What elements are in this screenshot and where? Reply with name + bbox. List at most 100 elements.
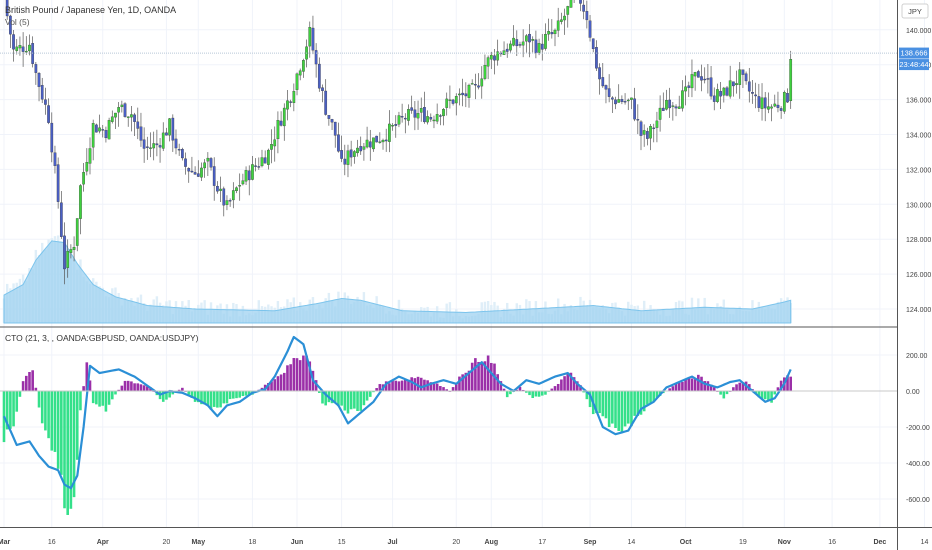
cto-histogram-bar [467,370,471,391]
candle-body [254,165,257,167]
candle-body [477,85,480,88]
cto-histogram-bar [98,391,101,407]
cto-histogram-bar [343,391,347,411]
cto-histogram-bar [652,391,656,402]
time-tick-label: 15 [338,539,346,546]
candle-body [244,170,248,182]
candle-body [442,109,445,117]
chart-title: British Pound / Japanese Yen, 1D, OANDA [5,5,176,15]
candle-body [114,112,117,118]
cto-histogram-bar [770,391,773,403]
cto-histogram-bar [601,391,605,417]
candle-body [317,63,321,89]
cto-histogram-bar [633,391,636,416]
candlesticks [5,0,793,285]
candle-body [445,98,449,108]
cto-histogram-bar [697,374,700,391]
candle-body [225,200,229,205]
candle-body [515,39,519,47]
candle-body [633,98,636,120]
cto-axis[interactable]: -600.00 -400.00 -200.00 0.00 200.00 [906,353,930,504]
cto-histogram-bar [203,391,206,405]
last-price-badge: 138.666 23:48:44 [899,47,929,71]
cto-histogram-bar [741,382,745,391]
time-tick-label: 14 [921,539,929,546]
main-pane[interactable] [0,0,897,326]
candle-body [260,157,264,167]
candle-body [767,106,770,110]
candle-body [177,148,181,151]
candle-body [120,104,124,108]
candle-body [200,167,203,178]
candle-body [28,44,31,52]
cto-histogram-bar [416,376,420,391]
candle-body [655,120,659,128]
cto-histogram-bar [365,391,369,401]
price-axis[interactable]: 124.000 126.000 128.000 130.000 132.000 134.0… [906,0,931,314]
cto-line [2,335,792,490]
time-axis[interactable]: Mar 16 Apr 20 May 18 Jun 15 Jul 20 Aug 17 Sep 14 Oct 19… [0,539,928,546]
cto-histogram-bar [684,379,687,391]
candle-body [228,200,232,202]
cto-histogram-bar [75,391,79,460]
candle-body [757,96,761,108]
candle-body [18,45,22,49]
candle-body [493,55,496,61]
candle-body [155,143,159,146]
cto-histogram-bar [200,391,203,405]
candle-body [540,43,544,50]
cto-histogram-bar [372,391,375,393]
candle-body [582,4,586,12]
candle-body [537,43,541,53]
candle-body [104,130,108,139]
currency-badge[interactable]: JPY [901,3,929,19]
cto-histogram-bar [267,382,270,391]
candle-body [378,141,382,143]
candle-body [623,101,627,103]
candle-body [467,84,471,98]
cto-histogram-bar [693,379,697,391]
cto-histogram-bar [349,391,353,410]
candle-body [270,144,273,150]
cto-histogram-bar [776,387,780,391]
candle-body [639,121,643,136]
cto-histogram-bar [563,376,566,391]
candle-body [165,132,168,136]
candle-body [352,151,356,157]
candle-body [133,114,136,122]
candle-body [687,85,691,88]
candle-body [668,99,672,109]
candle-body [174,138,178,149]
candle-body [598,67,601,80]
candle-body [620,99,624,102]
cto-histogram-bar [566,373,570,391]
cto-histogram-bar [63,391,66,509]
candle-body [518,44,522,46]
candle-body [760,97,764,109]
candle-body [480,78,484,87]
candle-body [461,92,464,96]
candle-body [66,250,70,268]
cto-histogram-bar [375,388,378,391]
candle-body [709,77,713,97]
cto-histogram-bar [359,391,363,411]
cto-histogram-bar [181,387,184,391]
candle-body [642,130,646,135]
price-tick-label: 136.000 [906,98,931,105]
candle-body [267,149,270,165]
cto-histogram-bar [368,391,372,397]
cto-histogram-bar [435,383,439,391]
candle-body [241,180,245,185]
candle-body [24,50,28,53]
cto-histogram-bar [31,370,34,391]
cto-histogram-bar [146,386,149,391]
cto-histogram-bar [72,391,76,498]
cto-histogram-bar [419,377,423,391]
candle-body [719,90,722,97]
cto-histogram-bar [630,391,633,427]
cto-histogram-bar [114,391,117,395]
candle-body [330,119,334,123]
cto-histogram-bar [95,391,98,405]
cto-histogram-bar [295,358,299,391]
